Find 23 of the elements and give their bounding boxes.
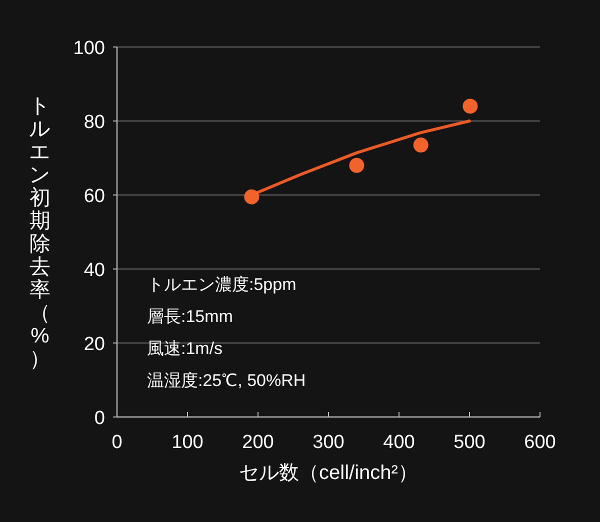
point <box>244 189 260 204</box>
y-tick-label: 80 <box>84 112 105 133</box>
x-tick-label: 0 <box>112 432 122 453</box>
point <box>349 158 364 173</box>
point <box>413 138 428 153</box>
x-tick-label: 300 <box>312 432 344 453</box>
annotation: トルエン濃度:5ppm <box>147 275 296 294</box>
x-tick-label: 100 <box>172 432 204 453</box>
y-tick-label: 100 <box>73 38 105 59</box>
y-tick-label: 0 <box>94 408 105 429</box>
x-tick-label: 500 <box>454 432 486 453</box>
x-axis-title: セル数（cell/inch²） <box>239 462 418 484</box>
y-tick-label: 20 <box>84 334 105 355</box>
annotation: 風速:1m/s <box>147 339 223 358</box>
y-tick-label: 40 <box>84 260 105 281</box>
annotation: 層長:15mm <box>147 307 233 326</box>
point <box>462 98 478 114</box>
x-tick-label: 400 <box>383 432 415 453</box>
annotation: 温湿度:25℃, 50%RH <box>147 371 306 390</box>
y-tick-label: 60 <box>84 186 105 207</box>
x-tick-label: 600 <box>524 432 556 453</box>
x-tick-label: 200 <box>242 432 274 453</box>
text: トルエン初期除去率（%） <box>29 94 51 370</box>
